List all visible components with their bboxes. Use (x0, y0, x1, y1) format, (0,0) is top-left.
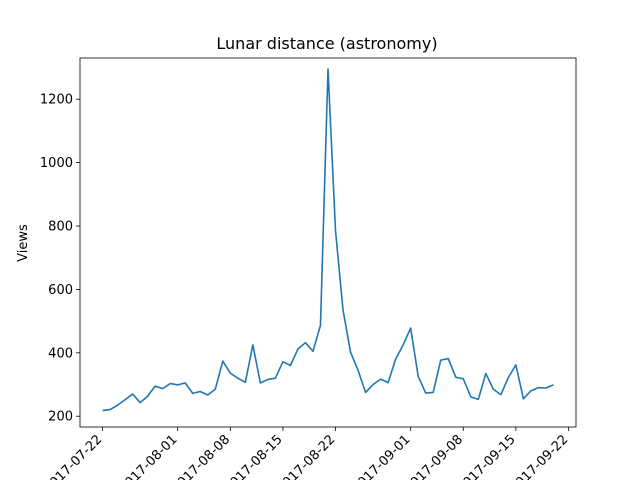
x-tick-label: 2017-08-15 (222, 432, 286, 480)
x-tick-label: 2017-07-22 (41, 432, 105, 480)
x-tick-label: 2017-08-22 (274, 432, 338, 480)
y-tick-label: 600 (48, 283, 73, 298)
x-tick-label: 2017-09-01 (349, 432, 413, 480)
y-tick-label: 1200 (40, 93, 73, 108)
x-tick-label: 2017-09-22 (507, 432, 571, 480)
x-tick-label: 2017-09-08 (402, 432, 466, 480)
y-tick-label: 1000 (40, 156, 73, 171)
y-tick-label: 200 (48, 410, 73, 425)
series-line (102, 68, 554, 412)
y-tick-label: 400 (48, 346, 73, 361)
x-tick-label: 2017-08-08 (169, 432, 233, 480)
x-tick-label: 2017-08-01 (116, 432, 180, 480)
y-axis: 200 400 600 800 1000 1200 (40, 93, 80, 425)
y-tick-label: 800 (48, 220, 73, 235)
y-axis-label: Views (16, 224, 31, 262)
plot-frame (79, 57, 577, 428)
x-tick-label: 2017-09-15 (455, 432, 519, 480)
plot-area (102, 68, 554, 412)
chart-title: Lunar distance (astronomy) (216, 34, 437, 53)
x-axis: 2017-07-22 2017-08-012017-08-082017-08-15… (41, 427, 571, 480)
